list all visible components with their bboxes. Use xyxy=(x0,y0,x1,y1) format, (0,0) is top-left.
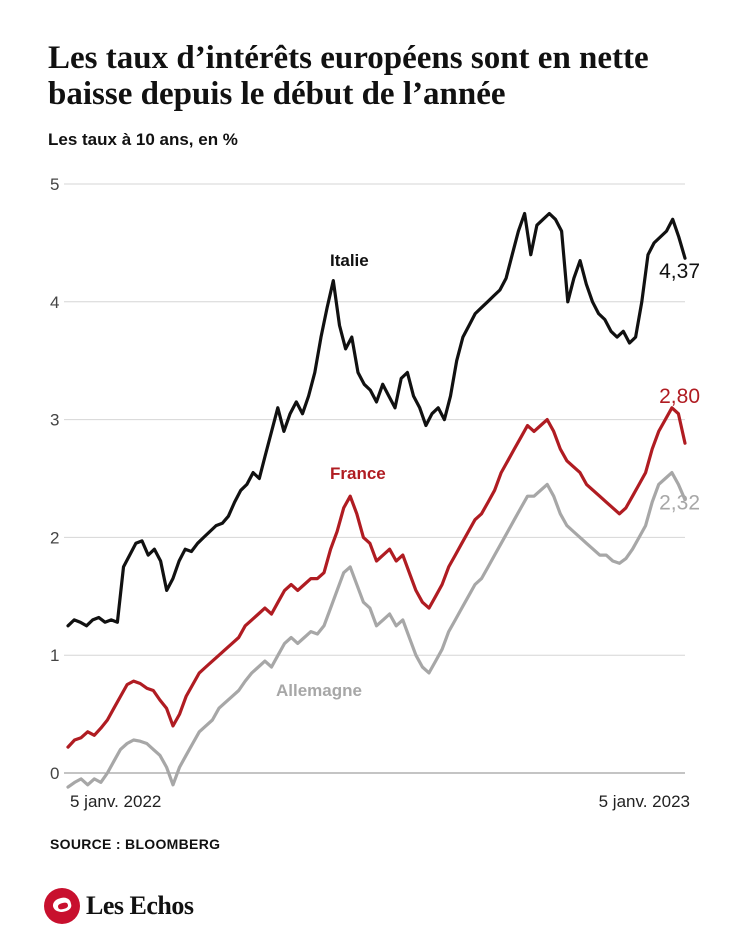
series-line-italie xyxy=(66,211,687,628)
y-tick-label: 0 xyxy=(50,764,59,783)
x-tick-label-end: 5 janv. 2023 xyxy=(599,792,690,811)
brand-name: Les Echos xyxy=(86,891,194,920)
y-tick-label: 4 xyxy=(50,293,59,312)
series-line-france xyxy=(66,406,687,749)
end-value-label-italie: 4,37 xyxy=(659,260,700,283)
source-note: SOURCE : BLOOMBERG xyxy=(50,836,221,852)
end-value-label-allemagne: 2,32 xyxy=(659,492,700,515)
series-label-france: France xyxy=(330,464,386,483)
x-tick-label-start: 5 janv. 2022 xyxy=(70,792,161,811)
page-title: Les taux d’intérêts européens sont en ne… xyxy=(48,40,649,112)
chart-subtitle: Les taux à 10 ans, en % xyxy=(48,130,238,149)
y-tick-label: 5 xyxy=(50,175,59,194)
end-value-label-france: 2,80 xyxy=(659,385,700,408)
series-label-allemagne: Allemagne xyxy=(276,681,362,700)
y-tick-label: 2 xyxy=(50,528,59,547)
rooster-icon xyxy=(44,888,80,924)
series-label-italie: Italie xyxy=(330,251,369,270)
y-tick-label: 1 xyxy=(50,646,59,665)
brand-logo: Les Echos xyxy=(44,888,194,924)
series-line-allemagne xyxy=(66,471,687,789)
y-tick-label: 3 xyxy=(50,411,59,430)
line-chart: 0 1 2 3 4 5 5 janv. 2022 5 janv. 2023 Italie 4,37… xyxy=(50,175,700,811)
